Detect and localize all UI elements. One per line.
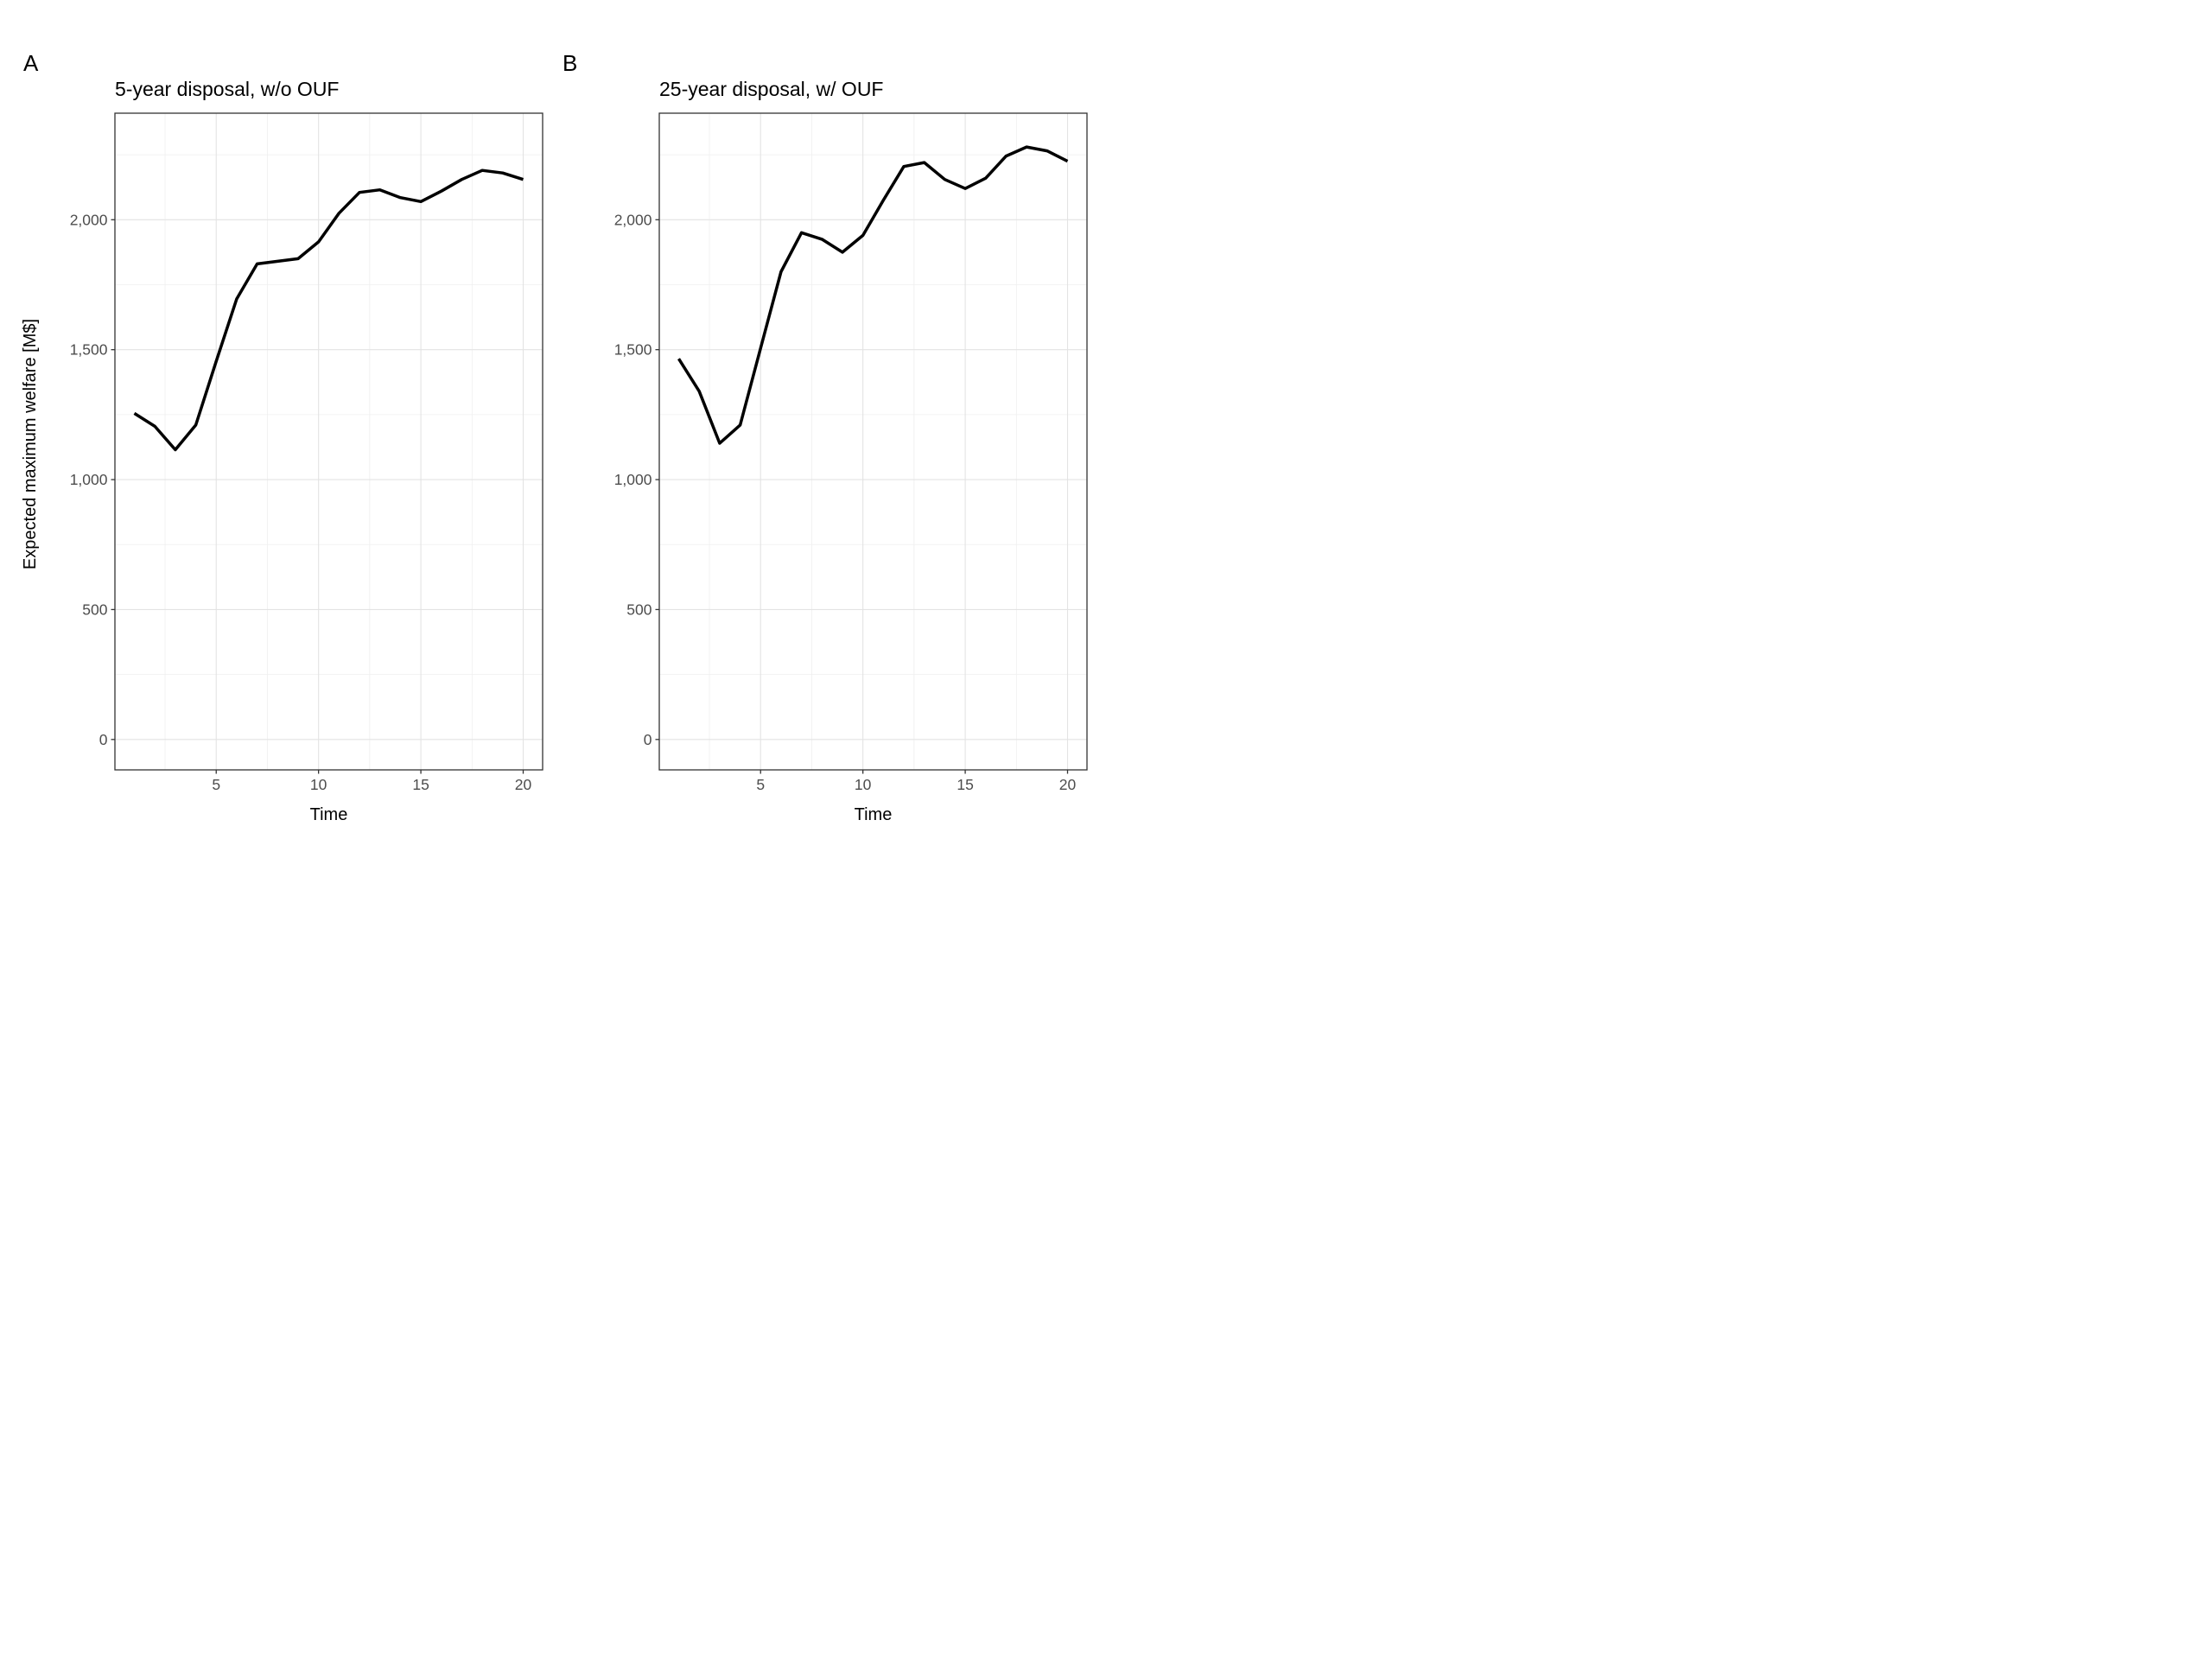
panel-a-x-axis-title: Time [309,805,348,824]
panel-b-title: 25-year disposal, w/ OUF [659,78,884,100]
y-tick-label: 0 [644,731,652,748]
figure: A B 5-year disposal, w/o OUF 25-year dis… [0,0,1106,830]
y-tick-label: 2,000 [70,211,108,228]
y-tick-label: 0 [99,731,108,748]
x-tick-label: 15 [957,776,973,793]
series-line [133,168,524,452]
x-tick-label: 20 [515,776,532,793]
y-tick-label: 1,500 [614,341,652,359]
x-tick-label: 10 [310,776,327,793]
panel-b-letter: B [563,50,578,76]
panel-a-title: 5-year disposal, w/o OUF [115,78,340,100]
y-tick-label: 1,500 [70,341,108,359]
panel-border [114,112,543,771]
panel-border [658,112,1088,771]
x-tick-label: 20 [1059,776,1077,793]
y-tick-label: 500 [626,601,652,618]
y-tick-label: 1,000 [614,471,652,488]
y-tick-label: 1,000 [70,471,108,488]
x-tick-label: 15 [412,776,429,793]
y-tick-label: 2,000 [614,211,652,228]
panel-a-letter: A [23,50,39,76]
panel-b-plot: 5 10 15 20 0 500 1,000 1,500 2,000 [614,112,1088,793]
panel-a-plot: 5 10 15 20 0 500 1,000 1,500 2,000 [70,112,543,793]
series-line [677,145,1069,445]
x-tick-label: 10 [855,776,872,793]
x-tick-label: 5 [212,776,220,793]
y-axis-title: Expected maximum welfare [M$] [21,318,40,570]
x-tick-label: 5 [756,776,765,793]
y-tick-label: 500 [82,601,107,618]
panel-b-x-axis-title: Time [854,805,893,824]
